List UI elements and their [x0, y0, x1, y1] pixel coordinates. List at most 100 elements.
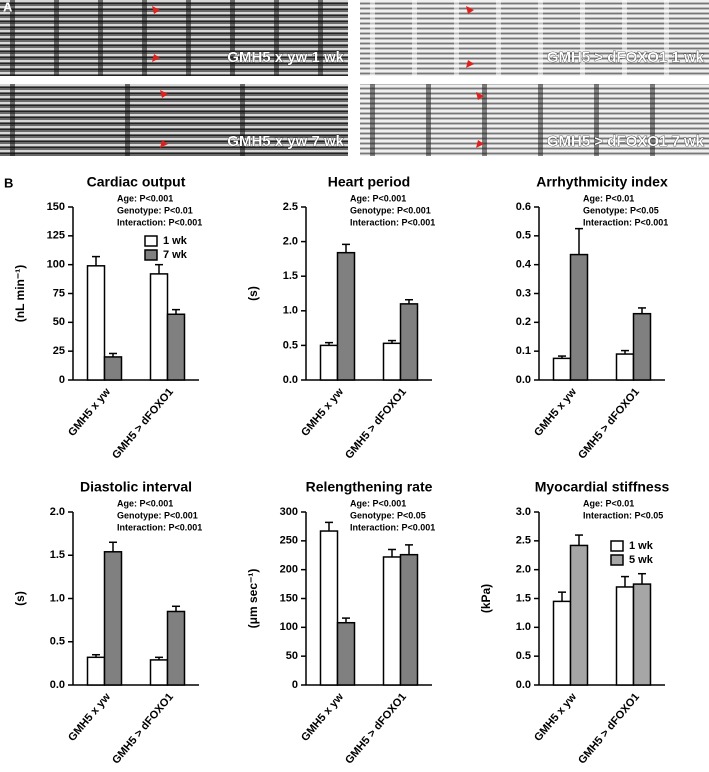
y-tick-label: 0.0: [516, 679, 531, 691]
bar: [632, 312, 652, 381]
chart: Arrhythmicity index Age: P<0.01 Genotype: …: [516, 174, 669, 462]
y-tick-label: 0.0: [516, 374, 531, 386]
bar: [319, 530, 339, 686]
y-tick-label: 100: [280, 621, 298, 633]
y-tick-label: 1.0: [283, 305, 298, 317]
band: [454, 0, 459, 76]
bar: [103, 551, 123, 686]
y-tick-label: 0.0: [50, 679, 65, 691]
y-tick-label: 1.5: [50, 549, 65, 561]
annotation: Genotype: P<0.01: [117, 205, 193, 215]
x-tick-label: GMH5 x yw: [66, 691, 113, 744]
bar: [399, 303, 419, 381]
annotation: Age: P<0.001: [350, 193, 406, 203]
legend-label: 1 wk: [629, 540, 654, 552]
y-tick-label: 2.5: [283, 201, 298, 213]
y-tick-label: 0.5: [50, 636, 65, 648]
panel-label: A: [3, 0, 13, 14]
bar: [552, 357, 572, 381]
y-axis-label: (kPa): [479, 584, 493, 613]
band: [622, 0, 627, 76]
bar: [166, 313, 186, 381]
chart: Cardiac output Age: P<0.001 Genotype: P<0.…: [13, 174, 202, 462]
bar: [615, 586, 635, 686]
annotation: Interaction: P<0.001: [117, 522, 202, 532]
y-tick-label: 200: [280, 564, 298, 576]
band: [426, 84, 431, 156]
band: [274, 0, 279, 76]
panel-a: A GMH5 x yw 1 wk GMH5 > dFOXO1 1 wk GMH5…: [0, 0, 709, 156]
y-tick-label: 2.0: [516, 564, 531, 576]
y-tick-label: 125: [47, 230, 65, 242]
y-tick-label: 0.3: [516, 287, 531, 299]
band: [125, 84, 130, 156]
bar: [166, 610, 186, 686]
annotation: Interaction: P<0.05: [583, 510, 663, 520]
contraction-bands: [10, 0, 669, 156]
y-tick-label: 150: [47, 201, 65, 213]
chart-title: Relengthening rate: [306, 479, 433, 495]
band: [538, 84, 543, 156]
bar: [103, 356, 123, 381]
y-tick-label: 2.5: [516, 535, 531, 547]
x-tick-label: GMH5 x yw: [532, 386, 579, 439]
image-label: GMH5 > dFOXO1 7 wk: [547, 133, 705, 150]
annotation: Interaction: P<0.001: [350, 522, 435, 532]
band: [580, 0, 585, 76]
chart-title: Arrhythmicity index: [536, 174, 668, 190]
annotation: Age: P<0.001: [350, 498, 406, 508]
x-tick-label: GMH5 x yw: [299, 691, 346, 744]
bar: [382, 342, 402, 381]
band: [10, 84, 15, 156]
chart-title: Cardiac output: [87, 174, 186, 190]
y-tick-label: 1.5: [283, 270, 298, 282]
chart: Myocardial stiffness Age: P<0.01 Interacti…: [479, 479, 669, 767]
y-tick-label: 0.2: [516, 316, 531, 328]
band: [10, 0, 15, 76]
panel-label: B: [4, 175, 13, 190]
bar: [336, 621, 356, 686]
y-tick-label: 2.0: [50, 506, 65, 518]
x-tick-label: GMH5 > dFOXO1: [576, 691, 642, 766]
band: [230, 0, 235, 76]
bar: [86, 656, 106, 686]
bar: [382, 556, 402, 686]
x-tick-label: GMH5 > dFOXO1: [110, 386, 176, 461]
annotation: Genotype: P<0.001: [117, 510, 198, 520]
y-tick-label: 0.1: [516, 345, 531, 357]
y-tick-label: 1.0: [516, 621, 531, 633]
annotation: Age: P<0.001: [117, 498, 173, 508]
bar: [336, 251, 356, 381]
arrowheads: [152, 6, 484, 148]
band: [664, 0, 669, 76]
y-tick-label: 0: [59, 374, 65, 386]
bar: [86, 265, 106, 381]
chart: Relengthening rate Age: P<0.001 Genotype: …: [246, 479, 435, 767]
bar: [399, 553, 419, 686]
chart-title: Heart period: [328, 174, 410, 190]
annotation: Interaction: P<0.001: [583, 217, 668, 227]
bar: [319, 344, 339, 381]
x-tick-label: GMH5 > dFOXO1: [576, 386, 642, 461]
legend-swatch: [610, 554, 624, 566]
y-axis-label: (s): [246, 286, 260, 301]
annotation: Age: P<0.001: [117, 193, 173, 203]
bar: [632, 583, 652, 686]
band: [142, 0, 147, 76]
y-tick-label: 1.0: [50, 592, 65, 604]
y-tick-label: 1.5: [516, 592, 531, 604]
y-tick-label: 300: [280, 506, 298, 518]
band: [482, 84, 487, 156]
y-tick-label: 0: [292, 679, 298, 691]
x-tick-label: GMH5 x yw: [299, 386, 346, 439]
annotation: Age: P<0.01: [583, 498, 634, 508]
legend-label: 7 wk: [163, 249, 188, 261]
chart-title: Diastolic interval: [80, 479, 192, 495]
x-tick-label: GMH5 x yw: [532, 691, 579, 744]
band: [412, 0, 417, 76]
kymograph: [360, 0, 709, 76]
band: [98, 0, 103, 76]
annotation: Genotype: P<0.05: [350, 510, 426, 520]
annotation: Interaction: P<0.001: [117, 217, 202, 227]
